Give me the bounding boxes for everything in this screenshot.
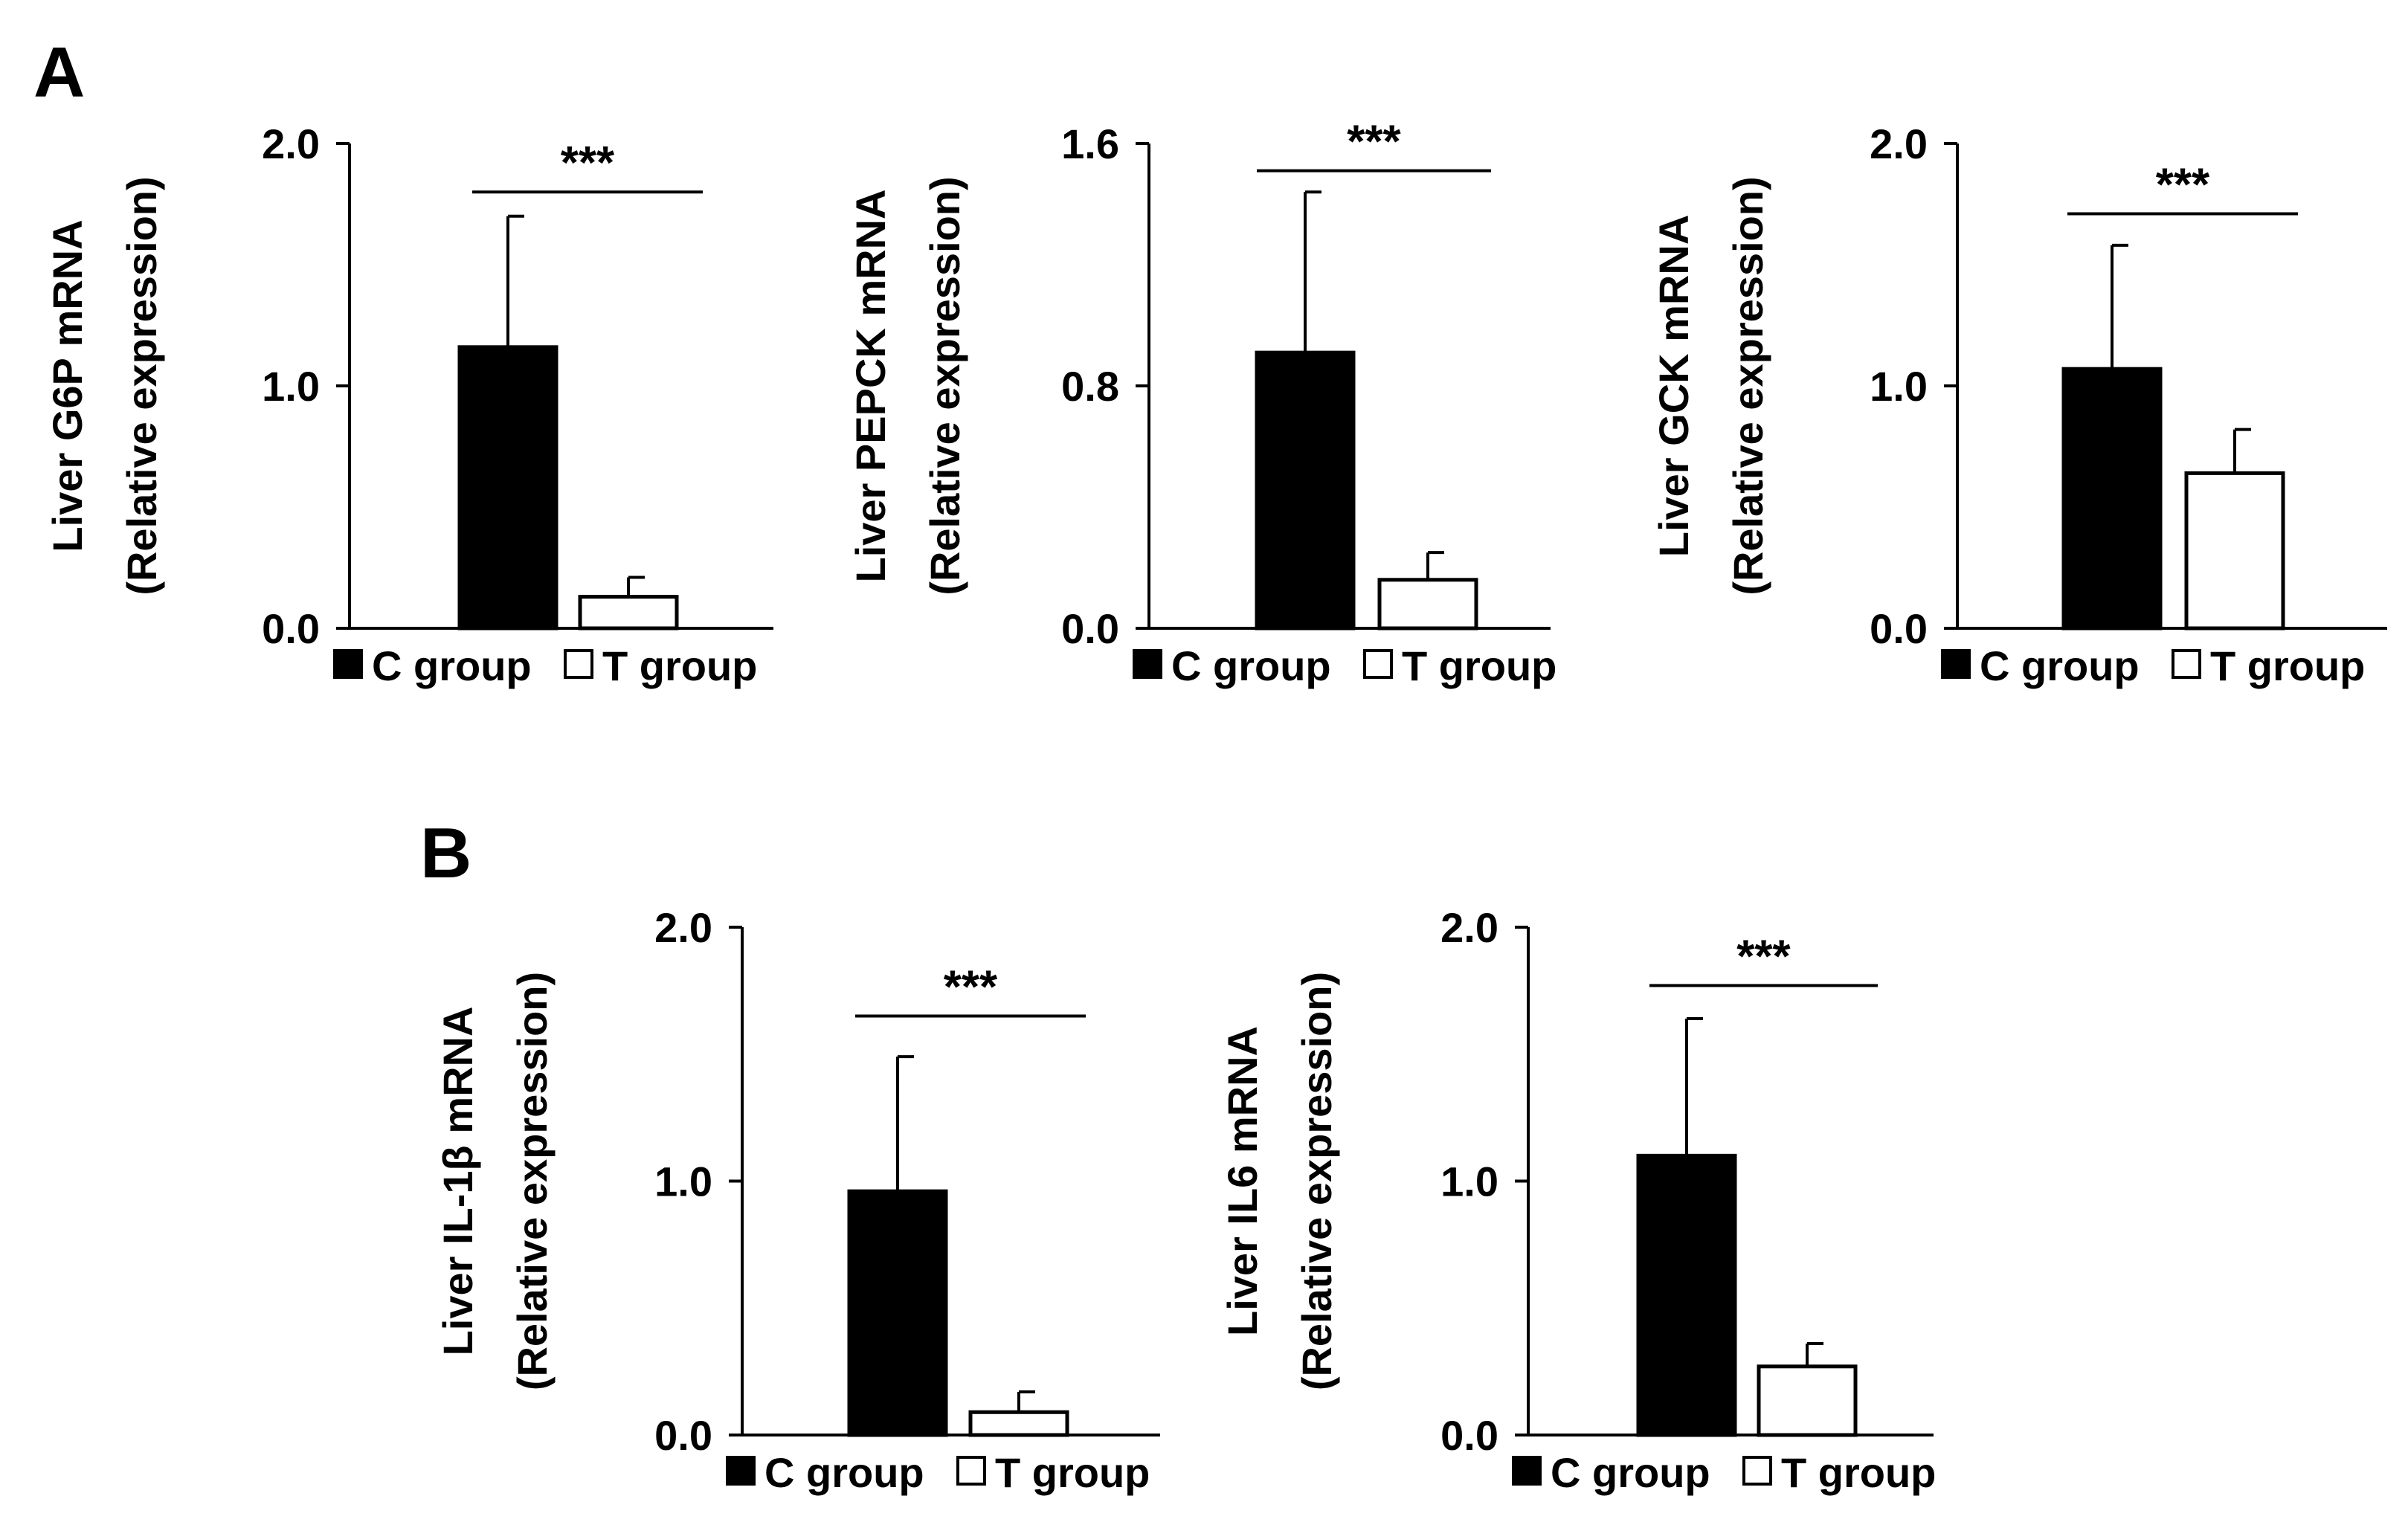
y-tick-label: 2.0 [654,904,712,951]
charts-container: 0.0 1.0 2.0 *** Liver G6P mRNA (Relative expr… [44,117,2387,1496]
chart-2: 0.0 0.8 1.6 *** Liver PEPCK mRNA (Relative ex… [847,117,1556,689]
panel-label-b: B [420,813,471,893]
legend-swatch-c-group [1512,1456,1542,1486]
y-axis-title-line2: (Relative expression) [118,176,165,595]
y-axis-title-line1: Liver G6P mRNA [44,219,91,552]
y-tick-label: 1.6 [1061,120,1119,167]
y-tick-label: 0.8 [1061,363,1119,410]
legend-swatch-c-group [333,649,363,679]
bar-c-group [2061,367,2163,631]
legend-swatch-c-group [726,1456,756,1486]
y-axis-title-line1: Liver PEPCK mRNA [847,189,894,582]
bar-t-group [968,1410,1069,1437]
y-tick-label: 0.0 [1061,605,1119,652]
y-tick-label: 0.0 [1440,1412,1498,1459]
y-axis-title-line2: (Relative expression) [509,972,556,1390]
legend-label-t-group: T group [1781,1449,1936,1496]
legend-label-c-group: C group [1171,642,1331,689]
legend-swatch-c-group [1941,649,1971,679]
y-axis-title-line1: Liver IL6 mRNA [1219,1026,1266,1336]
y-tick-label: 0.0 [262,605,320,652]
y-tick-label: 2.0 [262,120,320,167]
legend-label-t-group: T group [995,1449,1150,1496]
bar-c-group [847,1189,948,1437]
bar-t-group [1377,578,1478,631]
legend-swatch-t-group [564,649,593,679]
legend-label-c-group: C group [1980,642,2140,689]
legend-label-c-group: C group [764,1449,924,1496]
y-tick-label: 0.0 [1870,605,1928,652]
y-tick-label: 1.0 [654,1158,712,1205]
legend-swatch-t-group [956,1456,986,1486]
y-tick-label: 0.0 [654,1412,712,1459]
y-tick-label: 1.0 [1870,363,1928,410]
chart-1: 0.0 1.0 2.0 *** Liver G6P mRNA (Relative expr… [44,120,773,689]
y-axis-title-line2: (Relative expression) [1293,972,1340,1390]
chart-5: 0.0 1.0 2.0 *** Liver IL6 mRNA (Relative expr… [1219,904,1936,1496]
y-axis-title-line1: Liver GCK mRNA [1650,215,1697,558]
significance-stars: *** [2156,160,2210,211]
legend-label-c-group: C group [1551,1449,1710,1496]
bar-c-group [457,345,558,631]
y-axis-title-line1: Liver IL-1β mRNA [434,1007,481,1356]
y-tick-label: 2.0 [1870,120,1928,167]
panel-label-a: A [33,33,85,112]
y-tick-label: 1.0 [1440,1158,1498,1205]
bar-c-group [1255,350,1356,631]
legend-label-t-group: T group [2210,642,2365,689]
y-tick-label: 1.0 [262,363,320,410]
legend-swatch-t-group [1742,1456,1772,1486]
y-axis-title-line2: (Relative expression) [921,176,968,595]
bar-t-group [578,595,679,631]
chart-3: 0.0 1.0 2.0 *** Liver GCK mRNA (Relative expr… [1650,120,2387,689]
chart-4: 0.0 1.0 2.0 *** Liver IL-1β mRNA (Relative ex… [434,904,1160,1496]
legend-label-c-group: C group [372,642,532,689]
y-axis-title-line2: (Relative expression) [1725,176,1771,595]
significance-stars: *** [1347,117,1401,168]
legend-label-t-group: T group [602,642,757,689]
significance-stars: *** [1736,932,1791,983]
legend-swatch-t-group [1363,649,1393,679]
bar-t-group [1757,1364,1858,1437]
y-tick-label: 2.0 [1440,904,1498,951]
legend-label-t-group: T group [1402,642,1556,689]
significance-stars: *** [561,138,615,189]
legend-swatch-c-group [1133,649,1162,679]
bar-c-group [1636,1153,1737,1437]
bar-t-group [2184,471,2285,631]
legend-swatch-t-group [2172,649,2201,679]
significance-stars: *** [944,962,998,1013]
